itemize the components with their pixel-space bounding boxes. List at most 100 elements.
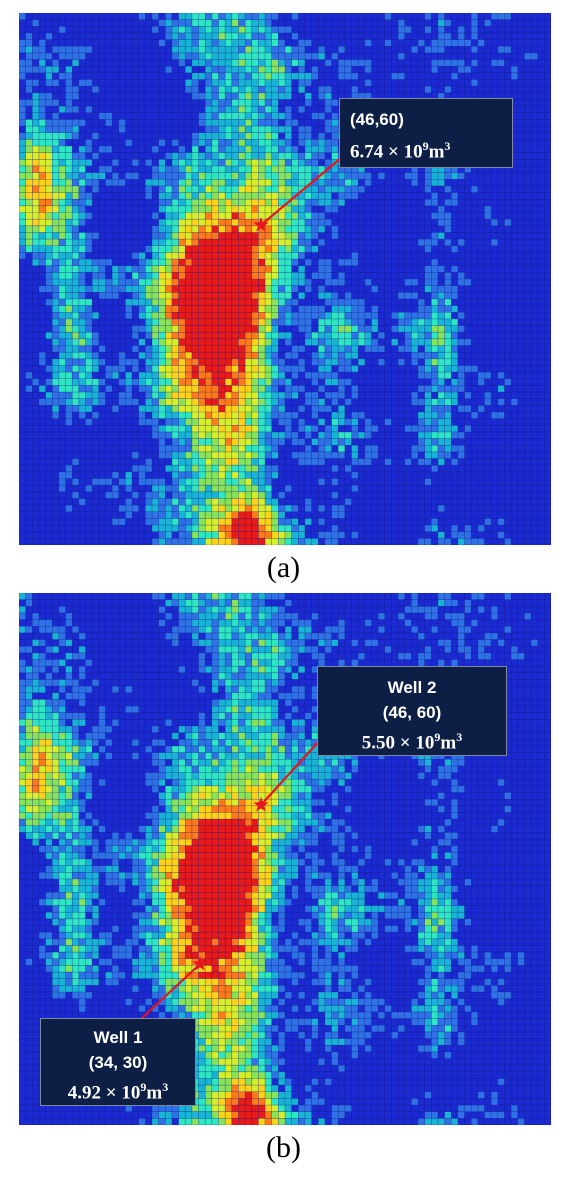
heatmap-cell [158,872,166,879]
heatmap-cell [311,398,319,406]
heatmap-cell [457,26,465,33]
heatmap-cell [85,318,93,326]
heatmap-cell [258,185,266,193]
heatmap-cell [178,905,186,913]
heatmap-cell [191,525,199,532]
heatmap-cell [112,285,119,293]
heatmap-cell [138,385,146,393]
heatmap-cell [338,772,345,780]
heatmap-cell [431,292,438,299]
heatmap-cell [132,345,139,353]
heatmap-cell [285,225,292,233]
heatmap-cell [444,431,452,439]
heatmap-cell [191,199,199,206]
heatmap-cell [58,792,66,800]
heatmap-cell [191,338,199,346]
heatmap-cell [245,779,252,786]
heatmap-cell [198,505,206,512]
heatmap-cell [205,378,212,386]
heatmap-cell [338,272,345,279]
heatmap-cell [45,752,53,760]
heatmap-cell [291,385,299,393]
heatmap-cell [218,525,226,532]
heatmap-cell [32,225,39,233]
heatmap-cell [158,765,166,773]
heatmap-cell [158,225,166,233]
heatmap-cell [178,192,186,200]
heatmap-cell [32,659,39,667]
heatmap-cell [52,745,59,753]
heatmap-cell [145,292,152,299]
heatmap-cell [331,312,339,319]
heatmap-cell [251,745,259,753]
heatmap-cell [251,785,259,793]
heatmap-cell [318,358,325,366]
heatmap-cell [245,398,252,406]
heatmap-cell [198,445,206,452]
heatmap-cell [231,325,239,333]
heatmap-cell [484,205,492,213]
heatmap-cell [118,852,126,859]
heatmap-cell [85,772,93,780]
heatmap-cell [271,165,279,173]
heatmap-cell [451,445,458,452]
heatmap-cell [231,712,239,720]
heatmap-cell [304,632,312,640]
heatmap-cell [238,865,246,873]
heatmap-cell [338,885,345,893]
heatmap-cell [171,779,179,786]
heatmap-cell [198,185,206,193]
heatmap-cell [231,905,239,913]
heatmap-cell [304,885,312,893]
heatmap-cell [471,538,478,545]
heatmap-cell [298,759,305,766]
heatmap-cell [437,765,445,773]
heatmap-cell [238,652,246,660]
heatmap-cell [25,792,33,800]
heatmap-cell [78,892,86,899]
heatmap-cell [431,372,438,379]
heatmap-cell [431,612,438,620]
heatmap-cell [285,852,292,859]
heatmap-cell [318,918,325,926]
heatmap-cell [258,498,266,506]
heatmap-cell [271,159,279,166]
heatmap-cell [318,265,325,273]
heatmap-cell [72,352,79,359]
heatmap-cell [338,905,345,913]
heatmap-cell [278,126,285,133]
heatmap-cell [78,412,86,419]
heatmap-cell [245,458,252,466]
heatmap-cell [19,225,26,233]
heatmap-cell [118,392,126,399]
heatmap-cell [205,812,212,820]
heatmap-cell [158,265,166,273]
heatmap-cell [278,619,285,627]
heatmap-cell [171,219,179,226]
heatmap-cell [198,511,206,519]
heatmap-cell [311,745,319,753]
heatmap-cell [291,792,299,800]
heatmap-cell [444,372,452,379]
heatmap-cell [198,458,206,466]
heatmap-cell [98,358,106,366]
heatmap-cell [198,918,206,926]
heatmap-cell [225,398,232,406]
heatmap-cell [378,358,385,366]
heatmap-cell [278,912,285,919]
heatmap-cell [238,139,246,146]
heatmap-cell [152,898,159,906]
heatmap-cell [344,318,352,326]
heatmap-cell [72,679,79,687]
heatmap-cell [437,285,445,293]
heatmap-cell [238,752,246,760]
heatmap-cell [85,79,93,87]
heatmap-cell [351,192,359,200]
heatmap-cell [304,92,312,100]
heatmap-cell [371,905,379,913]
heatmap-cell [304,372,312,379]
heatmap-cell [198,245,206,253]
heatmap-cell [351,385,359,393]
heatmap-cell [65,732,73,740]
heatmap-cell [205,26,212,33]
